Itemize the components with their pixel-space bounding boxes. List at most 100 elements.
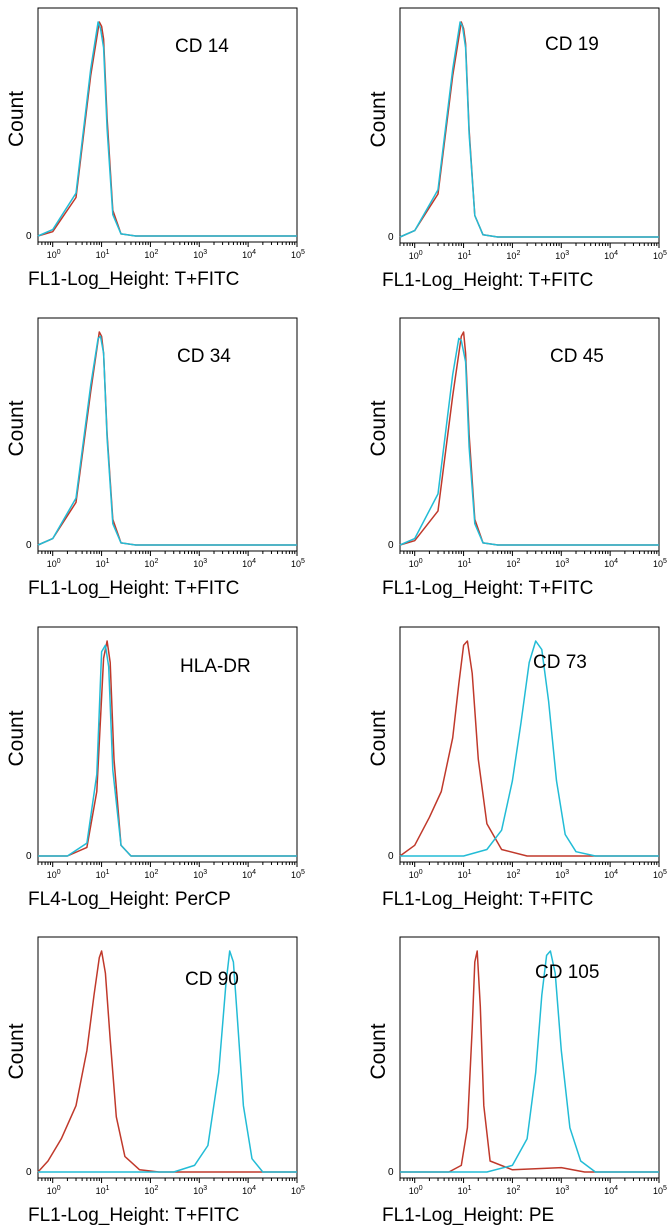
x-tick-label: 104: [242, 558, 256, 569]
x-tick-label: 100: [409, 250, 423, 261]
y-axis-label: Count: [367, 400, 390, 456]
x-tick-label: 102: [144, 249, 158, 260]
x-axis-label: FL1-Log_Height: T+FITC: [382, 578, 593, 599]
histogram-panel: 100 101 102 103 104 105 0 Count FL1-Log_Height: …: [367, 317, 667, 599]
control-histogram: [400, 950, 659, 1173]
control-histogram: [37, 950, 297, 1173]
y-axis-label: Count: [367, 1023, 390, 1079]
y-zero-label: 0: [388, 232, 394, 243]
x-tick-label: 102: [144, 869, 158, 880]
x-tick-label: 104: [604, 1185, 618, 1196]
x-tick-label: 100: [409, 1185, 423, 1196]
x-tick-label: 105: [653, 558, 667, 569]
histogram-panel: 100 101 102 103 104 105 0 Count FL1-Log_Height: …: [5, 317, 305, 599]
x-tick-label: 105: [291, 558, 305, 569]
histogram-panel: 100 101 102 103 104 105 0 Count FL4-Log_Height: …: [5, 626, 305, 910]
panel-title: CD 45: [550, 346, 604, 367]
panel-title: CD 34: [177, 346, 231, 367]
panel-title: CD 19: [545, 34, 599, 55]
histogram-panel: 100 101 102 103 104 105 0 Count FL1-Log_Height: …: [5, 936, 305, 1226]
plot-frame: [37, 317, 298, 552]
x-tick-label: 104: [242, 869, 256, 880]
y-zero-label: 0: [388, 540, 394, 551]
plot-frame: [399, 936, 660, 1179]
x-tick-label: 103: [193, 869, 207, 880]
y-zero-label: 0: [388, 1167, 394, 1178]
x-tick-label: 105: [653, 869, 667, 880]
y-zero-label: 0: [26, 851, 32, 862]
x-tick-label: 103: [555, 869, 569, 880]
x-axis-label: FL1-Log_Height: T+FITC: [28, 269, 239, 290]
x-tick-label: 105: [291, 1185, 305, 1196]
x-tick-label: 101: [96, 249, 110, 260]
x-tick-label: 102: [506, 558, 520, 569]
x-tick-label: 101: [458, 558, 472, 569]
histogram-panel: 100 101 102 103 104 105 0 Count FL1-Log_Height: …: [367, 626, 667, 910]
x-axis-label: FL1-Log_Height: T+FITC: [28, 578, 239, 599]
y-axis-label: Count: [5, 710, 28, 766]
panel-title: CD 14: [175, 36, 229, 57]
x-axis-label: FL1-Log_Height: T+FITC: [28, 1205, 239, 1226]
antibody-histogram: [38, 950, 297, 1173]
x-tick-label: 101: [96, 1185, 110, 1196]
x-tick-label: 104: [604, 558, 618, 569]
x-tick-label: 104: [604, 250, 618, 261]
y-axis-label: Count: [5, 1023, 28, 1079]
x-tick-label: 100: [409, 558, 423, 569]
plot-frame: [37, 626, 298, 863]
histogram-panel: 100 101 102 103 104 105 0 Count FL1-Log_Height: …: [367, 936, 667, 1226]
x-tick-label: 101: [458, 1185, 472, 1196]
y-axis-label: Count: [5, 91, 28, 147]
x-tick-label: 102: [506, 1185, 520, 1196]
antibody-histogram: [399, 21, 659, 238]
x-tick-label: 103: [555, 1185, 569, 1196]
plot-frame: [399, 626, 660, 863]
x-axis-label: FL1-Log_Height: T+FITC: [382, 270, 593, 291]
x-tick-label: 103: [193, 558, 207, 569]
x-tick-label: 101: [458, 869, 472, 880]
antibody-histogram: [37, 335, 297, 546]
panel-title: HLA-DR: [180, 656, 251, 677]
control-histogram: [37, 331, 297, 546]
plot-frame: [399, 7, 660, 244]
x-tick-label: 104: [242, 1185, 256, 1196]
y-axis-label: Count: [367, 710, 390, 766]
y-axis-label: Count: [367, 91, 390, 147]
y-zero-label: 0: [26, 1167, 32, 1178]
x-tick-label: 104: [242, 249, 256, 260]
antibody-histogram: [400, 950, 659, 1173]
control-histogram: [37, 21, 297, 237]
histogram-panel: 100 101 102 103 104 105 0 Count FL1-Log_Height: …: [367, 7, 667, 291]
y-zero-label: 0: [26, 231, 32, 242]
histogram-panel: 100 101 102 103 104 105 0 Count FL1-Log_Height: …: [5, 7, 305, 290]
plot-frame: [37, 936, 298, 1179]
x-tick-label: 102: [506, 250, 520, 261]
antibody-histogram: [400, 640, 659, 857]
x-tick-label: 102: [506, 869, 520, 880]
x-tick-label: 105: [653, 250, 667, 261]
control-histogram: [38, 640, 297, 857]
x-tick-label: 100: [47, 558, 61, 569]
x-tick-label: 100: [47, 1185, 61, 1196]
x-tick-label: 101: [458, 250, 472, 261]
x-axis-label: FL4-Log_Height: PerCP: [28, 889, 231, 910]
x-tick-label: 105: [291, 869, 305, 880]
control-histogram: [399, 331, 659, 546]
x-tick-label: 105: [653, 1185, 667, 1196]
antibody-histogram: [37, 21, 297, 237]
control-histogram: [399, 21, 659, 238]
x-tick-label: 101: [96, 558, 110, 569]
x-tick-label: 100: [409, 869, 423, 880]
x-tick-label: 100: [47, 869, 61, 880]
x-tick-label: 102: [144, 1185, 158, 1196]
x-axis-label: FL1-Log_Height: PE: [382, 1205, 554, 1226]
x-tick-label: 102: [144, 558, 158, 569]
x-tick-label: 104: [604, 869, 618, 880]
x-tick-label: 103: [555, 250, 569, 261]
x-tick-label: 101: [96, 869, 110, 880]
x-tick-label: 103: [555, 558, 569, 569]
plot-frame: [37, 7, 298, 243]
panel-title: CD 73: [533, 652, 587, 673]
x-tick-label: 105: [291, 249, 305, 260]
